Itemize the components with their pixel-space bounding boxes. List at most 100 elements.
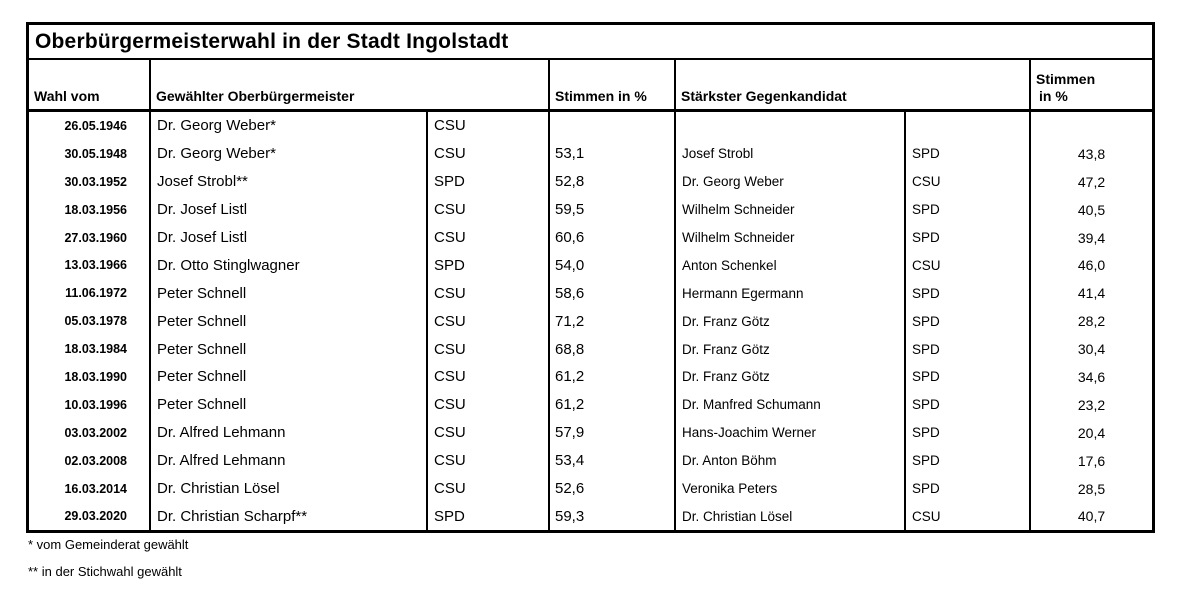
cell-mayor-party: CSU <box>428 307 550 336</box>
cell-mayor-name: Dr. Christian Lösel <box>151 474 428 503</box>
column-header-opponent-pct-line1: Stimmen <box>1036 71 1096 87</box>
cell-election-date: 18.03.1956 <box>29 195 151 224</box>
cell-opponent-party: CSU <box>906 167 1031 196</box>
cell-mayor-name: Peter Schnell <box>151 363 428 391</box>
cell-mayor-pct: 61,2 <box>550 390 676 419</box>
cell-mayor-name: Dr. Georg Weber* <box>151 139 428 168</box>
cell-opponent-name: Wilhelm Schneider <box>676 223 906 252</box>
cell-mayor-name: Dr. Josef Listl <box>151 223 428 252</box>
cell-mayor-pct: 60,6 <box>550 223 676 252</box>
cell-election-date: 26.05.1946 <box>29 112 151 140</box>
cell-opponent-name <box>676 112 906 140</box>
cell-opponent-party: SPD <box>906 139 1031 168</box>
cell-mayor-party: CSU <box>428 390 550 419</box>
cell-opponent-party: SPD <box>906 446 1031 475</box>
cell-opponent-party: CSU <box>906 502 1031 531</box>
cell-opponent-pct: 28,5 <box>1077 480 1106 497</box>
cell-opponent-pct: 41,4 <box>1077 285 1106 302</box>
cell-mayor-name: Dr. Christian Scharpf** <box>151 502 428 531</box>
cell-opponent-name: Dr. Anton Böhm <box>676 446 906 475</box>
column-header-mayor-pct: Stimmen in % <box>550 60 676 109</box>
cell-opponent-party: SPD <box>906 195 1031 224</box>
cell-opponent-pct: 40,7 <box>1077 508 1106 525</box>
cell-opponent-party: SPD <box>906 390 1031 419</box>
cell-mayor-party: CSU <box>428 474 550 503</box>
election-table: Oberbürgermeisterwahl in der Stadt Ingol… <box>26 22 1155 534</box>
cell-election-date: 13.03.1966 <box>29 251 151 280</box>
cell-opponent-party: CSU <box>906 251 1031 280</box>
cell-opponent-pct: 17,6 <box>1077 452 1106 469</box>
column-header-opponent-pct: Stimmen in % <box>1031 60 1152 109</box>
table-title: Oberbürgermeisterwahl in der Stadt Ingol… <box>29 25 1152 60</box>
column-header-opponent-pct-line2: in % <box>1039 88 1068 104</box>
cell-mayor-pct: 68,8 <box>550 335 676 364</box>
cell-mayor-pct <box>550 112 676 140</box>
cell-opponent-pct: 39,4 <box>1077 229 1106 246</box>
cell-mayor-pct: 57,9 <box>550 418 676 447</box>
cell-opponent-pct <box>1031 112 1152 140</box>
cell-opponent-name: Anton Schenkel <box>676 251 906 280</box>
cell-opponent-party: SPD <box>906 307 1031 336</box>
cell-mayor-pct: 52,8 <box>550 167 676 196</box>
cell-mayor-pct: 71,2 <box>550 307 676 336</box>
cell-election-date: 05.03.1978 <box>29 307 151 336</box>
cell-election-date: 18.03.1990 <box>29 363 151 391</box>
cell-mayor-party: CSU <box>428 223 550 252</box>
cell-mayor-name: Peter Schnell <box>151 307 428 336</box>
cell-opponent-name: Dr. Franz Götz <box>676 335 906 364</box>
cell-opponent-pct: 46,0 <box>1077 257 1106 274</box>
cell-opponent-pct: 20,4 <box>1077 424 1106 441</box>
cell-mayor-name: Dr. Alfred Lehmann <box>151 418 428 447</box>
cell-opponent-party: SPD <box>906 223 1031 252</box>
cell-election-date: 10.03.1996 <box>29 390 151 419</box>
cell-opponent-party <box>906 112 1031 140</box>
cell-mayor-party: CSU <box>428 195 550 224</box>
cell-election-date: 30.05.1948 <box>29 139 151 168</box>
cell-mayor-name: Peter Schnell <box>151 335 428 364</box>
cell-opponent-name: Veronika Peters <box>676 474 906 503</box>
column-header-mayor: Gewählter Oberbürgermeister <box>151 60 550 109</box>
cell-mayor-name: Peter Schnell <box>151 279 428 308</box>
cell-opponent-name: Hermann Egermann <box>676 279 906 308</box>
cell-mayor-party: CSU <box>428 446 550 475</box>
cell-opponent-pct: 34,6 <box>1077 368 1106 385</box>
cell-election-date: 11.06.1972 <box>29 279 151 308</box>
cell-mayor-pct: 58,6 <box>550 279 676 308</box>
cell-mayor-pct: 53,1 <box>550 139 676 168</box>
cell-election-date: 03.03.2002 <box>29 418 151 447</box>
cell-mayor-name: Dr. Georg Weber* <box>151 112 428 140</box>
cell-opponent-party: SPD <box>906 418 1031 447</box>
cell-opponent-pct: 40,5 <box>1077 201 1106 218</box>
cell-mayor-pct: 59,5 <box>550 195 676 224</box>
cell-opponent-pct: 30,4 <box>1077 341 1106 358</box>
cell-election-date: 29.03.2020 <box>29 502 151 531</box>
cell-mayor-pct: 61,2 <box>550 363 676 391</box>
cell-opponent-party: SPD <box>906 279 1031 308</box>
cell-mayor-party: CSU <box>428 112 550 140</box>
footnote-runoff-elected: ** in der Stichwahl gewählt <box>28 564 182 579</box>
cell-mayor-party: CSU <box>428 335 550 364</box>
cell-mayor-pct: 54,0 <box>550 251 676 280</box>
cell-mayor-party: CSU <box>428 279 550 308</box>
cell-opponent-name: Wilhelm Schneider <box>676 195 906 224</box>
cell-opponent-party: SPD <box>906 474 1031 503</box>
cell-mayor-party: SPD <box>428 167 550 196</box>
table-body: 26.05.1946 Dr. Georg Weber* CSU 30.05.19… <box>29 112 1152 531</box>
cell-opponent-name: Dr. Georg Weber <box>676 167 906 196</box>
cell-mayor-pct: 53,4 <box>550 446 676 475</box>
cell-mayor-pct: 52,6 <box>550 474 676 503</box>
cell-opponent-party: SPD <box>906 335 1031 364</box>
column-header-opponent: Stärkster Gegenkandidat <box>676 60 1031 109</box>
cell-opponent-name: Dr. Franz Götz <box>676 307 906 336</box>
cell-election-date: 02.03.2008 <box>29 446 151 475</box>
cell-opponent-pct: 23,2 <box>1077 396 1106 413</box>
cell-mayor-name: Dr. Alfred Lehmann <box>151 446 428 475</box>
cell-opponent-name: Hans-Joachim Werner <box>676 418 906 447</box>
table-header-row: Wahl vom Gewählter Oberbürgermeister Sti… <box>29 60 1152 112</box>
footnote-council-elected: * vom Gemeinderat gewählt <box>28 537 189 552</box>
cell-opponent-pct: 43,8 <box>1077 145 1106 162</box>
cell-election-date: 27.03.1960 <box>29 223 151 252</box>
cell-opponent-name: Josef Strobl <box>676 139 906 168</box>
cell-opponent-pct: 28,2 <box>1077 313 1106 330</box>
